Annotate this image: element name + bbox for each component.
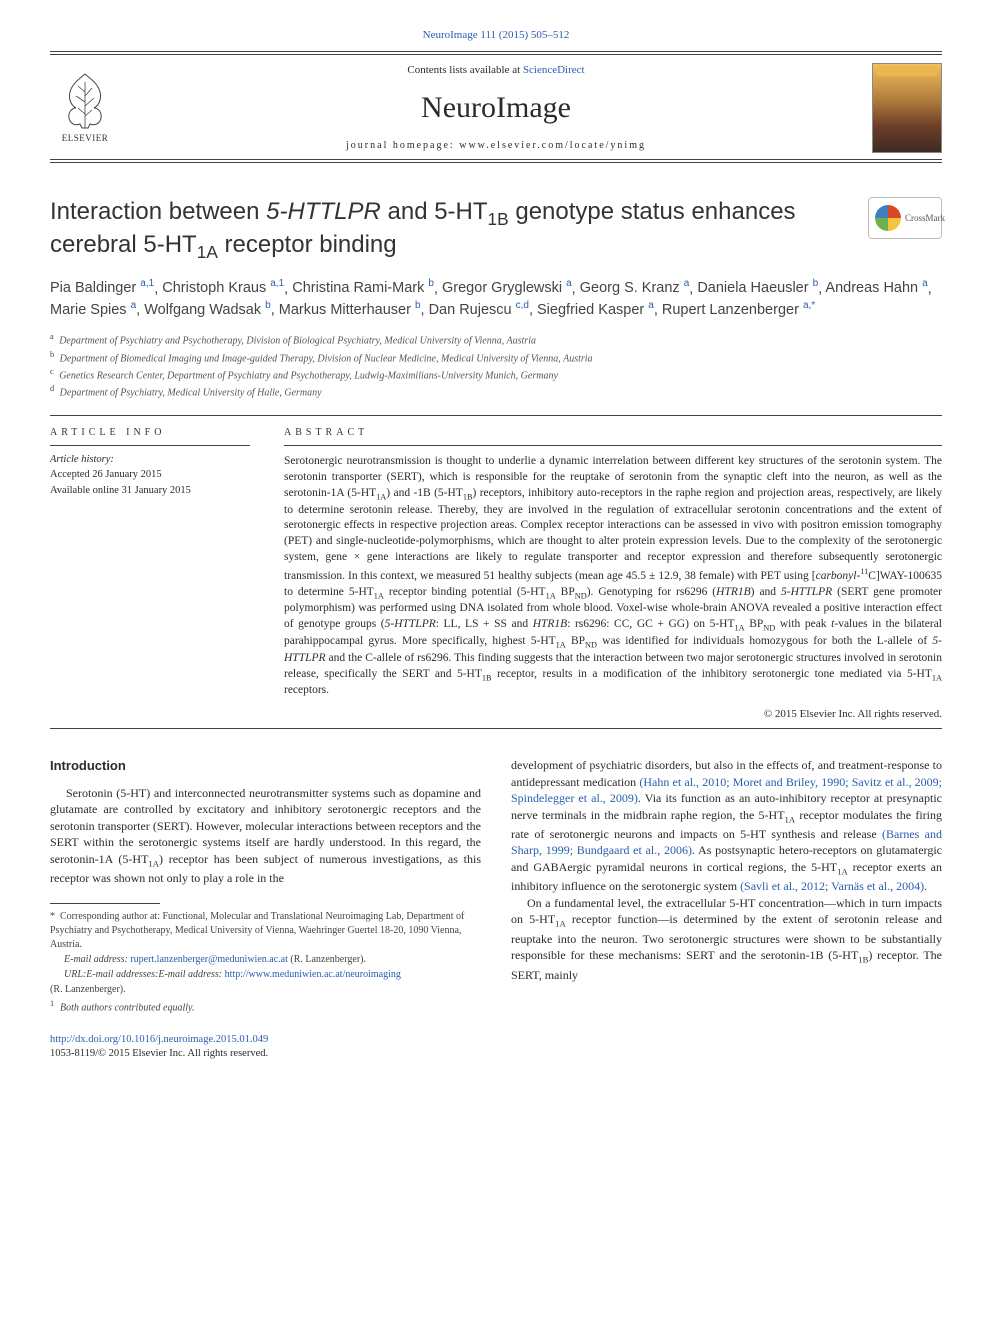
article-info-heading: article info xyxy=(50,426,250,440)
authors-list: Pia Baldinger a,1, Christoph Kraus a,1, … xyxy=(50,278,942,322)
rule-after-abstract xyxy=(50,728,942,729)
affiliation: a Department of Psychiatry and Psychothe… xyxy=(50,331,942,348)
author: Rupert Lanzenberger a,* xyxy=(662,302,815,318)
author: Markus Mitterhauser b xyxy=(279,302,421,318)
footnotes-block: *Corresponding author at: Functional, Mo… xyxy=(50,910,481,1015)
header-journal-link[interactable]: NeuroImage 111 (2015) 505–512 xyxy=(423,29,570,41)
doi-block: http://dx.doi.org/10.1016/j.neuroimage.2… xyxy=(50,1033,942,1061)
author: Georg S. Kranz a xyxy=(580,280,690,296)
author: Gregor Gryglewski a xyxy=(442,280,572,296)
rule-mast-2 xyxy=(50,162,942,163)
footnote-corresponding: *Corresponding author at: Functional, Mo… xyxy=(50,910,481,952)
corresponding-email-link[interactable]: rupert.lanzenberger@meduniwien.ac.at xyxy=(130,954,288,965)
abstract-heading: abstract xyxy=(284,426,942,440)
masthead: ELSEVIER Contents lists available at Sci… xyxy=(50,57,942,157)
cite-barnes-1999[interactable]: (Barnes and Sharp, 1999; Bundgaard et al… xyxy=(511,827,942,858)
rule-affil xyxy=(50,415,942,416)
affiliation: b Department of Biomedical Imaging und I… xyxy=(50,349,942,366)
author: Pia Baldinger a,1 xyxy=(50,280,154,296)
author: Siegfried Kasper a xyxy=(537,302,654,318)
accepted-date: Accepted 26 January 2015 xyxy=(50,469,162,480)
rule-abstract xyxy=(284,445,942,446)
footnote-email: E-mail address: rupert.lanzenberger@medu… xyxy=(50,953,481,967)
journal-name: NeuroImage xyxy=(120,88,872,129)
article-title: Interaction between 5-HTTLPR and 5-HT1B … xyxy=(50,197,854,264)
header-journal-ref: NeuroImage 111 (2015) 505–512 xyxy=(50,28,942,43)
abstract-copyright: © 2015 Elsevier Inc. All rights reserved… xyxy=(284,707,942,722)
author: Andreas Hahn a xyxy=(825,280,927,296)
author: Daniela Haeusler b xyxy=(697,280,818,296)
rule-footnotes xyxy=(50,903,160,904)
elsevier-logo: ELSEVIER xyxy=(50,69,120,147)
journal-cover-thumb xyxy=(872,63,942,153)
author: Wolfgang Wadsak b xyxy=(144,302,270,318)
affiliations-list: a Department of Psychiatry and Psychothe… xyxy=(50,331,942,400)
rule-top-1 xyxy=(50,51,942,52)
cite-savli-2012[interactable]: (Savli et al., 2012; Varnäs et al., 2004… xyxy=(740,879,924,893)
abstract-text: Serotonergic neurotransmission is though… xyxy=(284,454,942,699)
journal-homepage: journal homepage: www.elsevier.com/locat… xyxy=(120,139,872,153)
doi-link[interactable]: http://dx.doi.org/10.1016/j.neuroimage.2… xyxy=(50,1034,268,1045)
crossmark-icon xyxy=(875,205,901,231)
rule-top-2 xyxy=(50,54,942,55)
article-history-label: Article history: xyxy=(50,454,114,465)
elsevier-label: ELSEVIER xyxy=(62,132,109,144)
issn-copyright: 1053-8119/© 2015 Elsevier Inc. All right… xyxy=(50,1048,268,1059)
author: Marie Spies a xyxy=(50,302,136,318)
footnote-url-suffix: (R. Lanzenberger). xyxy=(50,983,481,997)
contents-line: Contents lists available at ScienceDirec… xyxy=(120,63,872,78)
online-date: Available online 31 January 2015 xyxy=(50,485,191,496)
homepage-url[interactable]: www.elsevier.com/locate/ynimg xyxy=(459,140,646,151)
affiliation: d Department of Psychiatry, Medical Univ… xyxy=(50,383,942,400)
intro-para-2: development of psychiatric disorders, bu… xyxy=(511,757,942,895)
sciencedirect-link[interactable]: ScienceDirect xyxy=(523,64,585,76)
corresponding-url-link[interactable]: http://www.meduniwien.ac.at/neuroimaging xyxy=(225,969,401,980)
crossmark-label: CrossMark xyxy=(905,212,945,224)
footnote-url: URL:E-mail addresses:E-mail address: htt… xyxy=(50,968,481,982)
elsevier-tree-icon xyxy=(60,72,110,130)
rule-mast-1 xyxy=(50,159,942,160)
article-info-block: article info Article history: Accepted 2… xyxy=(50,426,250,722)
abstract-block: abstract Serotonergic neurotransmission … xyxy=(284,426,942,722)
rule-article-info xyxy=(50,445,250,446)
author: Christoph Kraus a,1 xyxy=(162,280,284,296)
intro-para-3: On a fundamental level, the extracellula… xyxy=(511,895,942,983)
introduction-heading: Introduction xyxy=(50,757,481,775)
author: Dan Rujescu c,d xyxy=(429,302,529,318)
crossmark-badge[interactable]: CrossMark xyxy=(868,197,942,239)
cite-hahn-2010[interactable]: (Hahn et al., 2010; Moret and Briley, 19… xyxy=(511,775,942,806)
author: Christina Rami-Mark b xyxy=(292,280,434,296)
footnote-equal-contrib: 1Both authors contributed equally. xyxy=(50,998,481,1015)
intro-para-1: Serotonin (5-HT) and interconnected neur… xyxy=(50,785,481,887)
affiliation: c Genetics Research Center, Department o… xyxy=(50,366,942,383)
